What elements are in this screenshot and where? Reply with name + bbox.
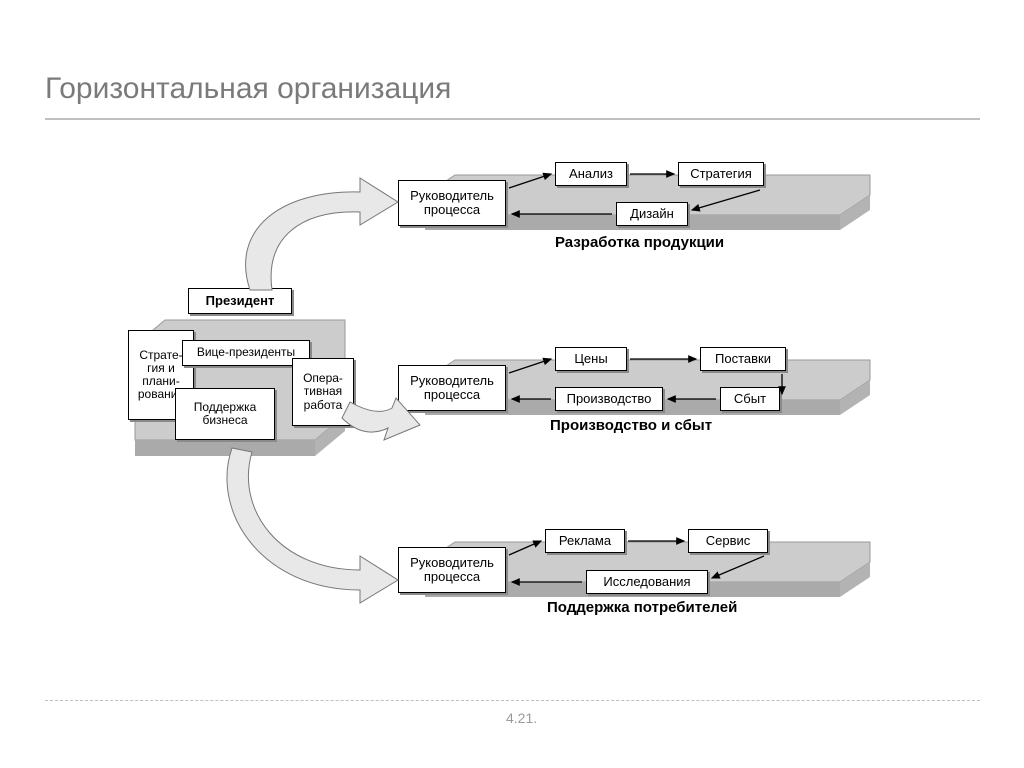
layer0-box-0: Анализ [555,162,627,186]
vice-presidents-box: Вице-президенты [182,340,310,366]
diagram: Руководительпроцесса Анализ Стратегия Ди… [0,0,1024,768]
layer0-title: Разработка продукции [555,234,724,251]
layer0-leader: Руководительпроцесса [398,180,506,226]
president-box: Президент [188,288,292,314]
layer2-box-0: Реклама [545,529,625,553]
layer1-box-0: Цены [555,347,627,371]
slide: Горизонтальная организация Руководительп… [0,0,1024,768]
layer1-leader: Руководительпроцесса [398,365,506,411]
operations-box: Опера-тивнаяработа [292,358,354,426]
layer0-box-2: Дизайн [616,202,688,226]
business-support-box: Поддержкабизнеса [175,388,275,440]
layer0-box-1: Стратегия [678,162,764,186]
layer1-box-2: Производство [555,387,663,411]
layer1-title: Производство и сбыт [550,417,712,434]
layer1-box-1: Поставки [700,347,786,371]
layer2-title: Поддержка потребителей [547,599,737,616]
footer-divider [45,700,980,701]
layer2-leader: Руководительпроцесса [398,547,506,593]
page-number: 4.21. [506,710,537,726]
layer1-box-3: Сбыт [720,387,780,411]
layer2-box-2: Исследования [586,570,708,594]
layer2-box-1: Сервис [688,529,768,553]
